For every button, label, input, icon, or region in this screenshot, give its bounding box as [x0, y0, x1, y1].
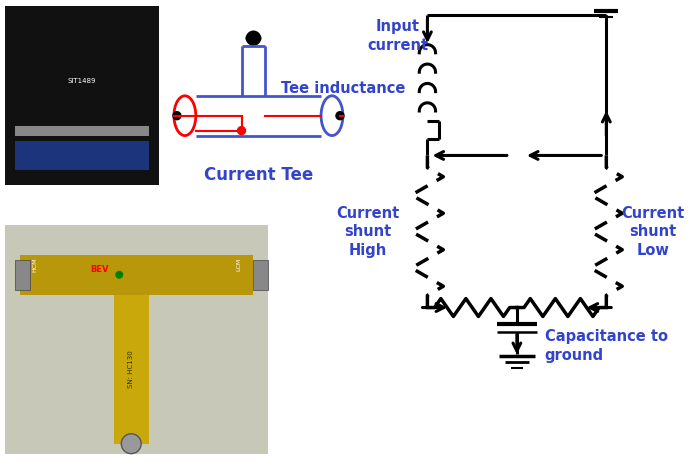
Bar [253, 260, 268, 290]
Circle shape [237, 127, 246, 135]
Circle shape [246, 31, 260, 45]
Text: SIT1489: SIT1489 [67, 78, 96, 84]
Text: SN: HC130: SN: HC130 [128, 350, 134, 388]
Circle shape [173, 112, 181, 120]
Text: HCM: HCM [32, 258, 37, 272]
Text: Capacitance to
ground: Capacitance to ground [545, 330, 668, 363]
Circle shape [336, 112, 344, 120]
Bar [15, 141, 149, 171]
Text: BEV: BEV [90, 265, 108, 274]
Circle shape [121, 434, 141, 454]
Bar [20, 255, 253, 295]
Bar [5, 225, 268, 454]
Bar [15, 126, 149, 136]
Circle shape [116, 271, 123, 279]
Text: Current Tee: Current Tee [204, 166, 313, 184]
Bar [114, 295, 149, 443]
Bar [5, 6, 159, 185]
Text: Current
shunt
High: Current shunt High [336, 206, 400, 258]
Text: Input
current: Input current [367, 19, 428, 53]
Text: LCM: LCM [236, 258, 241, 272]
Bar [15, 260, 30, 290]
Text: Tee inductance: Tee inductance [281, 81, 405, 96]
Text: Current
shunt
Low: Current shunt Low [622, 206, 685, 258]
